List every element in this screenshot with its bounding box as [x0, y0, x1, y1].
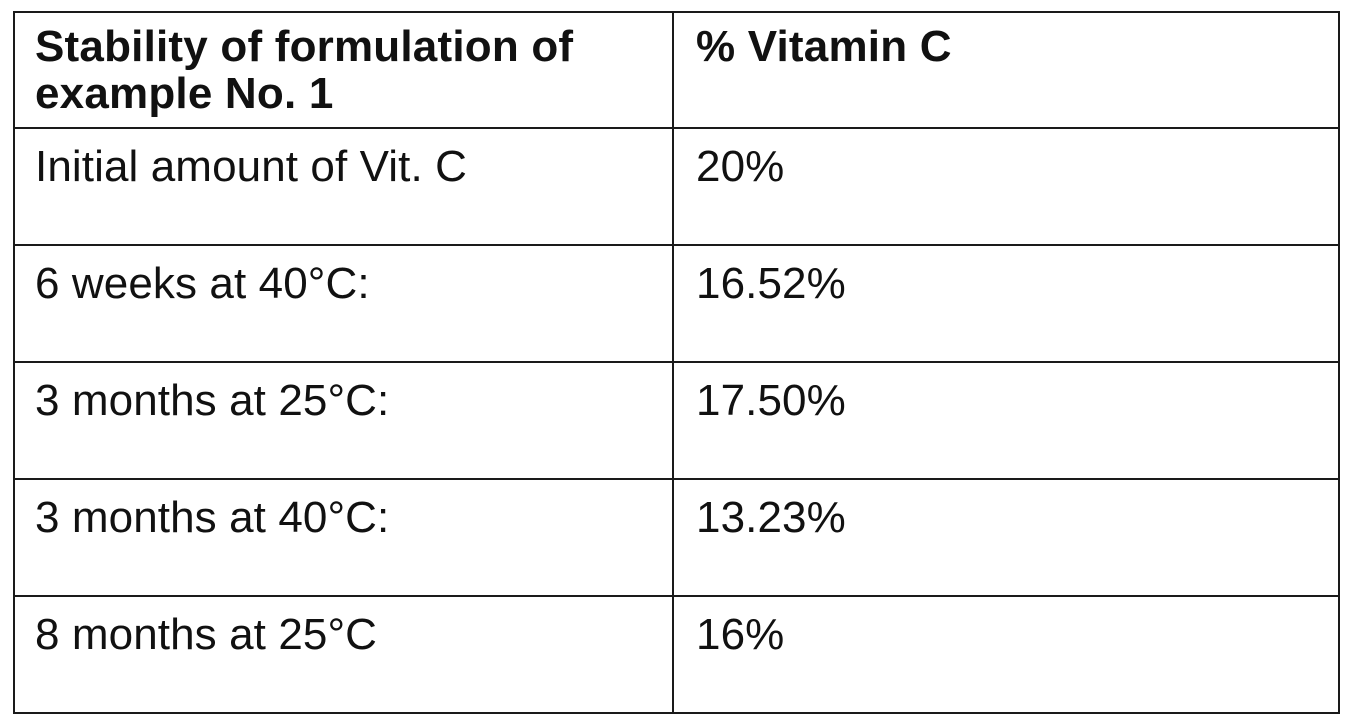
condition-label: 3 months at 40°C:	[15, 480, 672, 542]
table-header-row: Stability of formulation of example No. …	[14, 12, 1339, 128]
condition-label: 3 months at 25°C:	[15, 363, 672, 425]
vitamin-c-value: 20%	[674, 129, 1338, 191]
table-row: 6 weeks at 40°C: 16.52%	[14, 245, 1339, 362]
condition-cell: 8 months at 25°C	[14, 596, 673, 713]
header-cell-stability: Stability of formulation of example No. …	[14, 12, 673, 128]
vitamin-c-value: 13.23%	[674, 480, 1338, 542]
value-cell: 17.50%	[673, 362, 1339, 479]
condition-label: 8 months at 25°C	[15, 597, 672, 659]
header-cell-vitamin-c: % Vitamin C	[673, 12, 1339, 128]
condition-cell: 3 months at 40°C:	[14, 479, 673, 596]
value-cell: 20%	[673, 128, 1339, 245]
value-cell: 13.23%	[673, 479, 1339, 596]
value-cell: 16%	[673, 596, 1339, 713]
condition-cell: Initial amount of Vit. C	[14, 128, 673, 245]
header-stability-label: Stability of formulation of example No. …	[15, 13, 672, 117]
condition-cell: 6 weeks at 40°C:	[14, 245, 673, 362]
condition-cell: 3 months at 25°C:	[14, 362, 673, 479]
stability-table: Stability of formulation of example No. …	[13, 11, 1340, 714]
vitamin-c-value: 16%	[674, 597, 1338, 659]
table-row: 8 months at 25°C 16%	[14, 596, 1339, 713]
condition-label: Initial amount of Vit. C	[15, 129, 672, 191]
value-cell: 16.52%	[673, 245, 1339, 362]
table-row: Initial amount of Vit. C 20%	[14, 128, 1339, 245]
table-row: 3 months at 40°C: 13.23%	[14, 479, 1339, 596]
header-vitamin-c-label: % Vitamin C	[674, 13, 1338, 70]
vitamin-c-value: 16.52%	[674, 246, 1338, 308]
table-row: 3 months at 25°C: 17.50%	[14, 362, 1339, 479]
vitamin-c-value: 17.50%	[674, 363, 1338, 425]
condition-label: 6 weeks at 40°C:	[15, 246, 672, 308]
